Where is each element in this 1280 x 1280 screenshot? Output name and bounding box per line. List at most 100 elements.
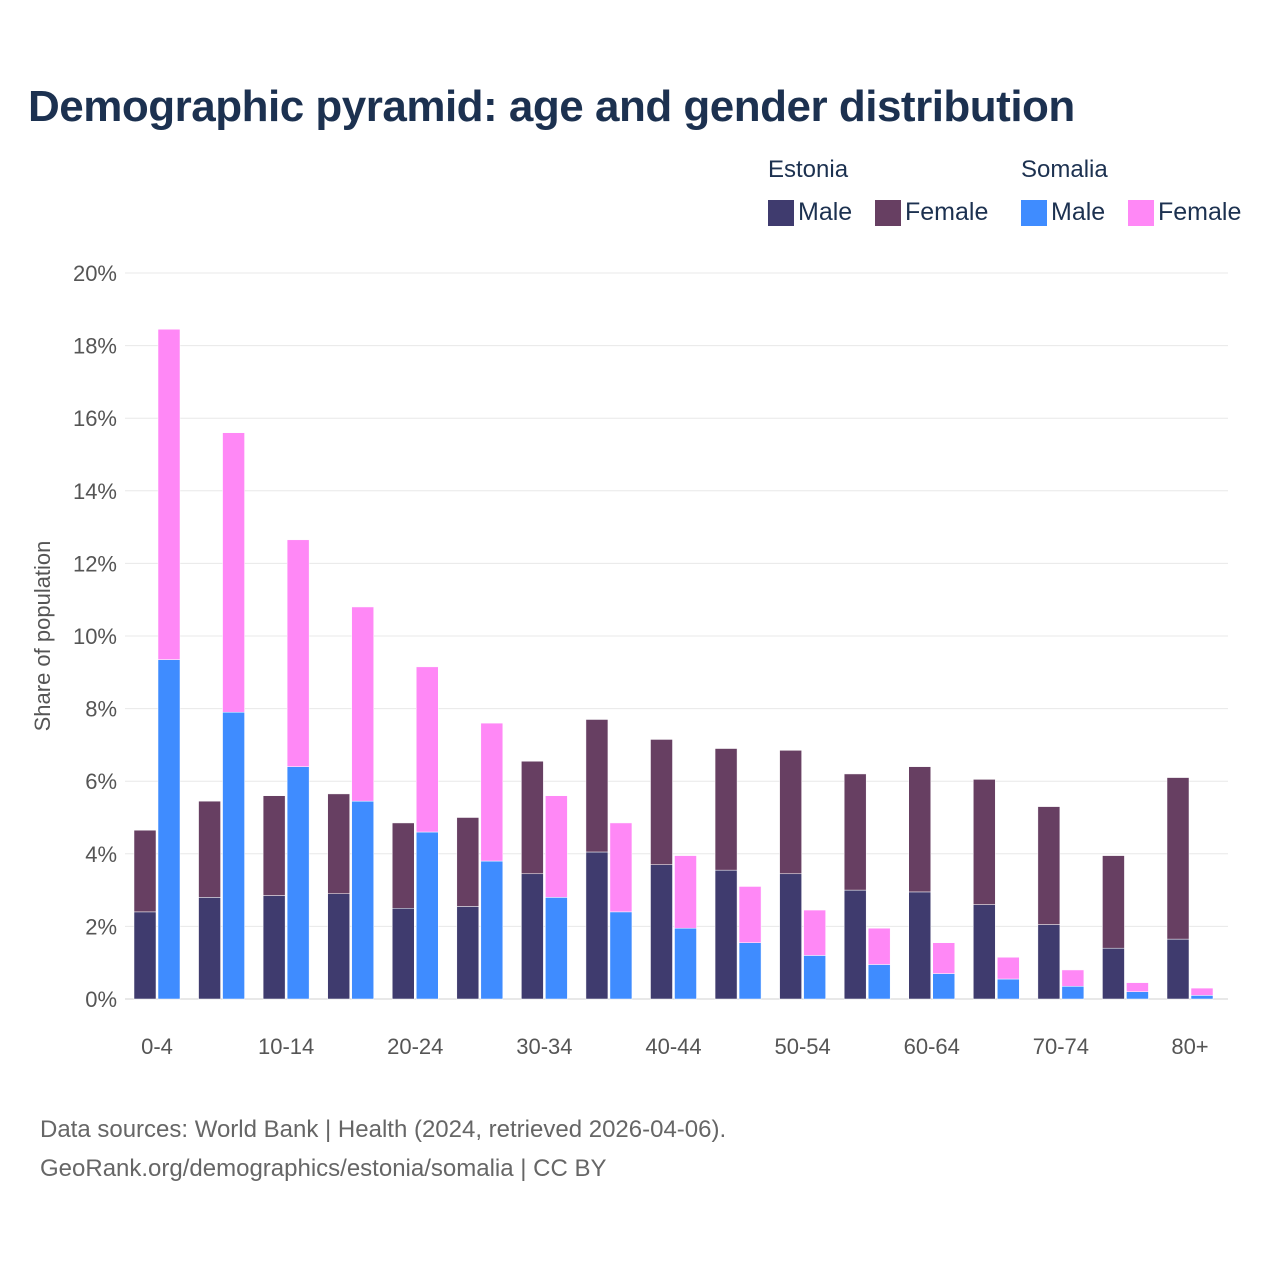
legend-swatch: [1128, 199, 1154, 226]
bar-somalia-female-40-44[interactable]: [674, 855, 697, 929]
bar-somalia-female-15-19[interactable]: [351, 606, 374, 802]
legend-estonia-female[interactable]: Female: [875, 198, 988, 227]
bar-estonia-female-5-9[interactable]: [198, 800, 221, 898]
bar-estonia-female-50-54[interactable]: [779, 750, 802, 875]
bar-estonia-male-80+[interactable]: [1166, 938, 1190, 1000]
bar-somalia-female-70-74[interactable]: [1061, 969, 1085, 987]
bar-somalia-male-5-9[interactable]: [222, 711, 245, 1000]
bar-estonia-female-45-49[interactable]: [714, 748, 738, 871]
bar-estonia-female-30-34[interactable]: [521, 760, 544, 875]
bar-estonia-male-35-39[interactable]: [585, 851, 609, 1000]
bar-estonia-male-40-44[interactable]: [650, 864, 673, 1000]
y-tick-label: 20%: [73, 261, 117, 286]
x-tick-label: 60-64: [904, 1034, 960, 1059]
bar-estonia-male-10-14[interactable]: [262, 895, 286, 1000]
bar-estonia-female-10-14[interactable]: [262, 795, 286, 896]
x-tick-label: 70-74: [1033, 1034, 1089, 1059]
bar-somalia-female-10-14[interactable]: [286, 539, 310, 767]
bar-estonia-male-0-4[interactable]: [133, 911, 157, 1000]
footer-attribution: GeoRank.org/demographics/estonia/somalia…: [40, 1155, 607, 1182]
bar-somalia-male-50-54[interactable]: [803, 955, 826, 1000]
bar-estonia-female-15-19[interactable]: [327, 793, 350, 894]
bar-estonia-male-15-19[interactable]: [327, 893, 350, 1000]
bar-estonia-male-25-29[interactable]: [456, 906, 480, 1000]
bar-estonia-male-70-74[interactable]: [1037, 924, 1061, 1000]
bar-somalia-female-75-79[interactable]: [1126, 982, 1149, 992]
y-tick-label: 10%: [73, 624, 117, 649]
bar-somalia-male-0-4[interactable]: [157, 659, 181, 1000]
bar-somalia-female-55-59[interactable]: [867, 927, 891, 965]
bar-somalia-male-55-59[interactable]: [867, 964, 891, 1000]
bar-estonia-male-55-59[interactable]: [843, 889, 867, 1000]
y-tick-label: 8%: [85, 697, 117, 722]
y-tick-label: 0%: [85, 987, 117, 1012]
x-tick-label: 20-24: [387, 1034, 443, 1059]
bar-somalia-male-30-34[interactable]: [545, 897, 568, 1000]
bar-estonia-female-70-74[interactable]: [1037, 806, 1061, 925]
x-tick-label: 50-54: [774, 1034, 830, 1059]
bar-somalia-male-45-49[interactable]: [738, 942, 762, 1000]
legend-estonia-male[interactable]: Male: [768, 198, 852, 227]
bar-estonia-male-50-54[interactable]: [779, 873, 802, 1000]
y-tick-label: 14%: [73, 479, 117, 504]
bar-estonia-female-40-44[interactable]: [650, 739, 673, 865]
bar-estonia-male-60-64[interactable]: [908, 891, 931, 1000]
bar-estonia-female-60-64[interactable]: [908, 766, 931, 893]
bar-somalia-female-25-29[interactable]: [480, 722, 504, 862]
bar-estonia-male-20-24[interactable]: [392, 908, 415, 1000]
x-tick-label: 40-44: [645, 1034, 701, 1059]
bar-somalia-male-75-79[interactable]: [1126, 991, 1149, 1000]
bar-estonia-female-80+[interactable]: [1166, 777, 1190, 940]
x-tick-label: 10-14: [258, 1034, 314, 1059]
x-tick-label: 0-4: [141, 1034, 173, 1059]
bar-somalia-female-0-4[interactable]: [157, 329, 181, 660]
legend-label: Male: [1051, 198, 1106, 226]
legend-group-somalia: Somalia: [1021, 156, 1108, 183]
bar-somalia-male-70-74[interactable]: [1061, 986, 1085, 1000]
bar-estonia-female-0-4[interactable]: [133, 829, 157, 913]
y-tick-label: 18%: [73, 334, 117, 359]
x-tick-label: 80+: [1171, 1034, 1208, 1059]
bar-somalia-male-60-64[interactable]: [932, 973, 955, 1000]
bar-somalia-female-50-54[interactable]: [803, 909, 826, 956]
bar-estonia-male-65-69[interactable]: [973, 904, 996, 1000]
y-tick-label: 12%: [73, 551, 117, 576]
footer-sources: Data sources: World Bank | Health (2024,…: [40, 1116, 727, 1143]
y-tick-label: 16%: [73, 406, 117, 431]
bar-somalia-female-5-9[interactable]: [222, 432, 245, 713]
bar-estonia-female-55-59[interactable]: [843, 773, 867, 891]
bar-somalia-male-10-14[interactable]: [286, 766, 310, 1000]
chart-title: Demographic pyramid: age and gender dist…: [28, 82, 1075, 131]
bar-somalia-male-25-29[interactable]: [480, 860, 504, 1000]
bar-somalia-male-80+[interactable]: [1190, 995, 1214, 1000]
bar-estonia-male-45-49[interactable]: [714, 869, 738, 1000]
y-tick-label: 6%: [85, 769, 117, 794]
legend-label: Female: [905, 198, 989, 226]
bar-estonia-male-5-9[interactable]: [198, 897, 221, 1000]
bar-estonia-male-75-79[interactable]: [1102, 947, 1125, 1000]
legend-somalia-male[interactable]: Male: [1021, 198, 1105, 227]
bar-somalia-male-65-69[interactable]: [997, 978, 1020, 1000]
y-tick-label: 4%: [85, 842, 117, 867]
bar-somalia-male-15-19[interactable]: [351, 800, 374, 1000]
bar-estonia-female-65-69[interactable]: [973, 779, 996, 905]
bar-estonia-female-25-29[interactable]: [456, 817, 480, 907]
bar-somalia-female-30-34[interactable]: [545, 795, 568, 898]
bar-somalia-female-65-69[interactable]: [997, 957, 1020, 980]
bar-estonia-female-20-24[interactable]: [392, 822, 415, 909]
bar-somalia-female-35-39[interactable]: [609, 822, 633, 913]
legend-somalia-female[interactable]: Female: [1128, 198, 1241, 227]
bar-estonia-female-35-39[interactable]: [585, 719, 609, 853]
bar-somalia-male-35-39[interactable]: [609, 911, 633, 1000]
bar-somalia-female-45-49[interactable]: [738, 886, 762, 943]
bar-estonia-female-75-79[interactable]: [1102, 855, 1125, 949]
bar-somalia-male-40-44[interactable]: [674, 927, 697, 1000]
bar-somalia-male-20-24[interactable]: [416, 831, 439, 1000]
bar-estonia-male-30-34[interactable]: [521, 873, 544, 1000]
bar-somalia-female-20-24[interactable]: [416, 666, 439, 833]
legend-label: Male: [798, 198, 853, 226]
bar-somalia-female-60-64[interactable]: [932, 942, 955, 974]
bar-somalia-female-80+[interactable]: [1190, 987, 1214, 996]
